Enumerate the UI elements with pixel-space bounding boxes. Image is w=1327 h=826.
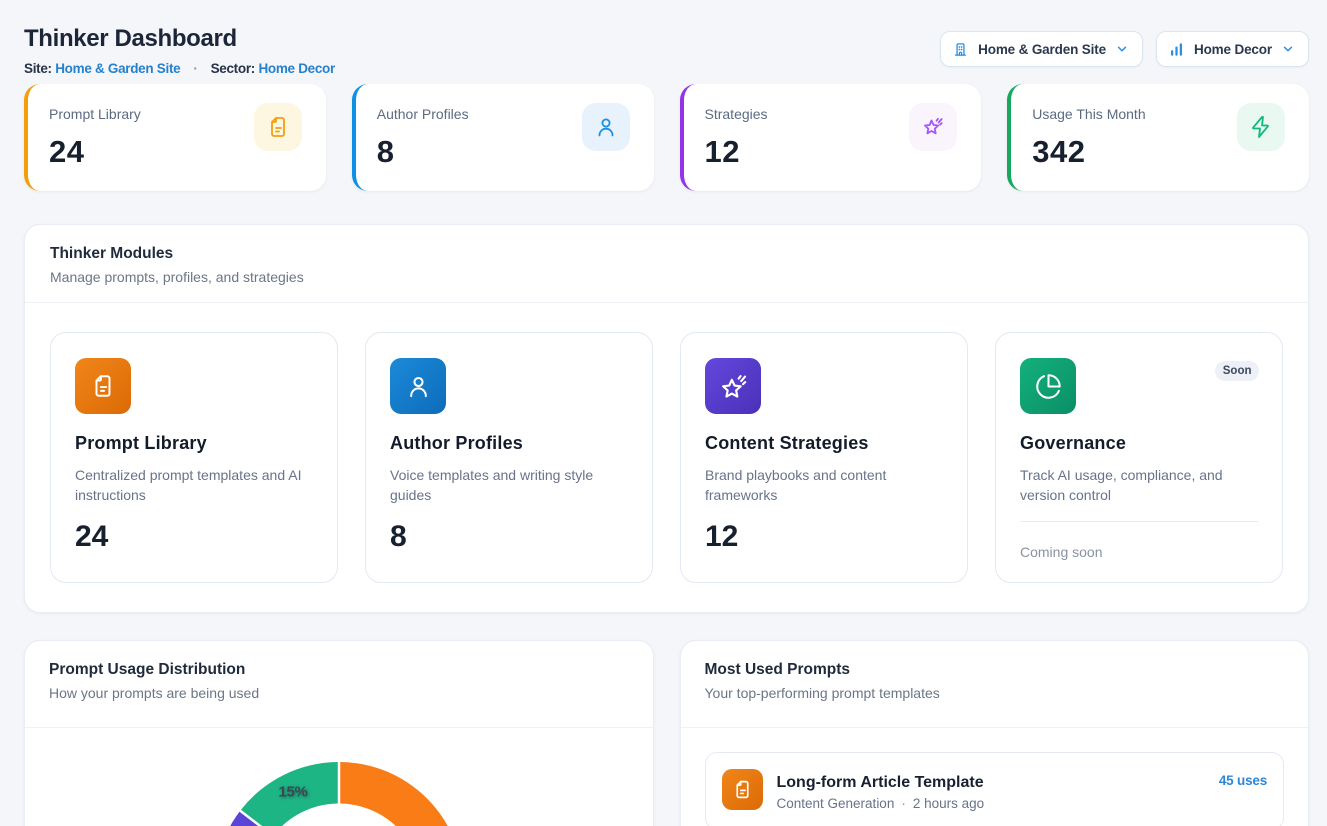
svg-text:15%: 15% (278, 784, 307, 801)
